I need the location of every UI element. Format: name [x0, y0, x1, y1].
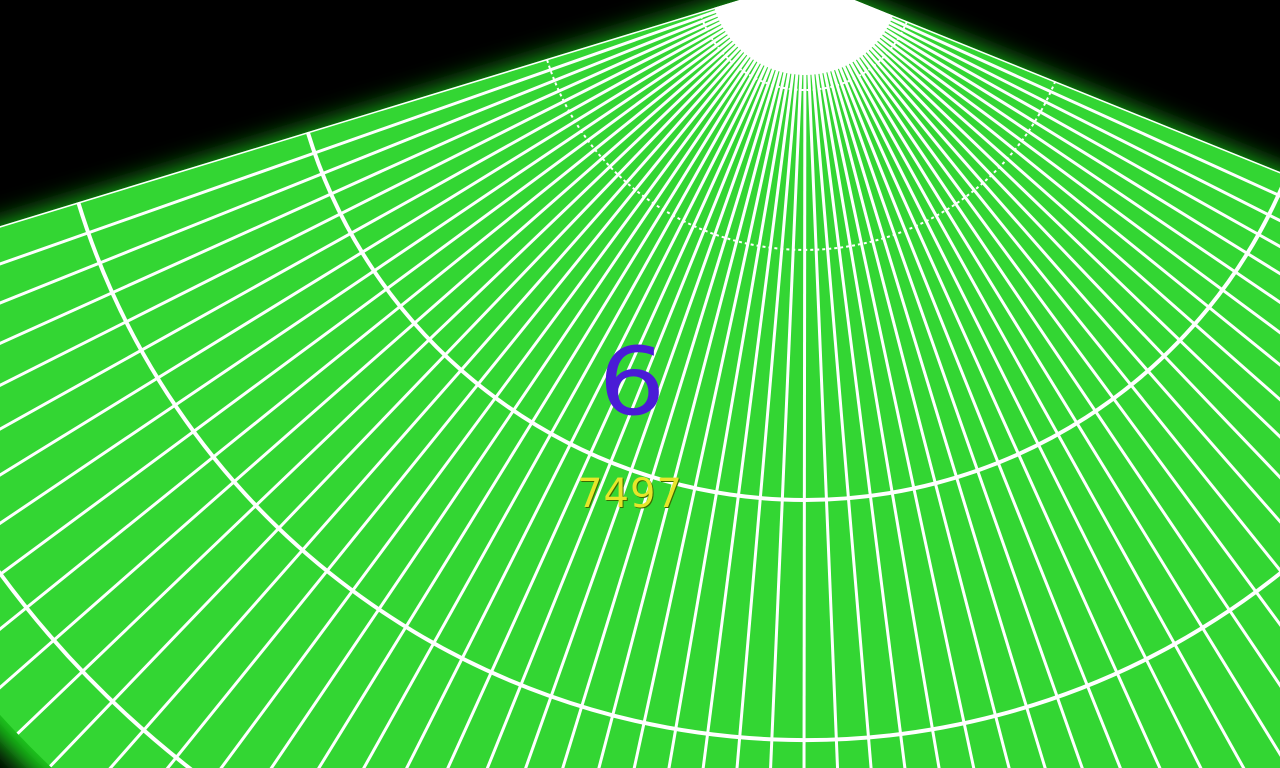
- level-number: 6: [565, 328, 699, 438]
- score-counter: 7497: [530, 470, 730, 518]
- grid-spoke: [804, 0, 805, 768]
